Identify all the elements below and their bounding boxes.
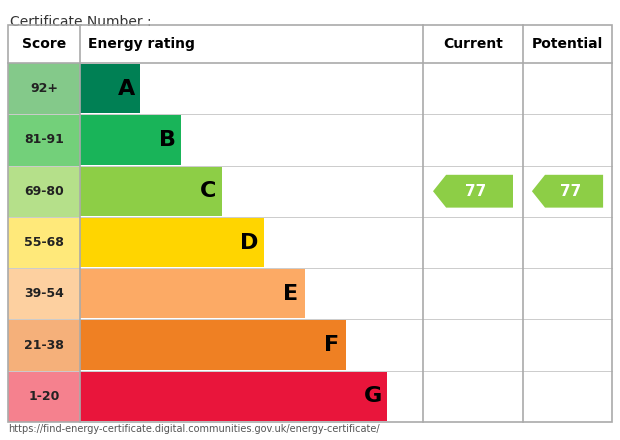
Polygon shape — [433, 175, 513, 208]
Text: 77: 77 — [559, 184, 581, 199]
Text: 39-54: 39-54 — [24, 287, 64, 300]
Text: B: B — [159, 130, 175, 150]
Bar — [8, 165, 80, 217]
Text: 69-80: 69-80 — [24, 185, 64, 198]
Bar — [8, 217, 80, 268]
Polygon shape — [532, 175, 603, 208]
Text: A: A — [117, 79, 135, 99]
Bar — [8, 114, 80, 165]
Bar — [80, 218, 264, 267]
Text: Potential: Potential — [532, 37, 603, 51]
Text: Certificate Number :: Certificate Number : — [10, 15, 152, 29]
Text: Score: Score — [22, 37, 66, 51]
Bar — [8, 371, 80, 422]
Text: 21-38: 21-38 — [24, 338, 64, 352]
Text: 92+: 92+ — [30, 82, 58, 95]
Bar — [80, 269, 304, 319]
Bar — [80, 64, 140, 113]
Text: F: F — [324, 335, 339, 355]
Bar — [80, 167, 223, 216]
Bar — [80, 372, 387, 421]
Bar — [8, 319, 80, 371]
Bar — [8, 268, 80, 319]
Text: G: G — [364, 386, 382, 407]
Text: D: D — [241, 232, 259, 253]
Text: E: E — [283, 284, 298, 304]
Bar — [80, 115, 181, 165]
Bar — [8, 63, 80, 114]
Text: C: C — [200, 181, 216, 201]
Bar — [80, 320, 346, 370]
Text: 55-68: 55-68 — [24, 236, 64, 249]
Text: Current: Current — [443, 37, 503, 51]
Bar — [8, 25, 612, 63]
Text: https://find-energy-certificate.digital.communities.gov.uk/energy-certificate/: https://find-energy-certificate.digital.… — [8, 424, 379, 434]
Text: 77: 77 — [465, 184, 486, 199]
Text: 1-20: 1-20 — [29, 390, 60, 403]
Text: 81-91: 81-91 — [24, 133, 64, 147]
Text: Energy rating: Energy rating — [88, 37, 195, 51]
